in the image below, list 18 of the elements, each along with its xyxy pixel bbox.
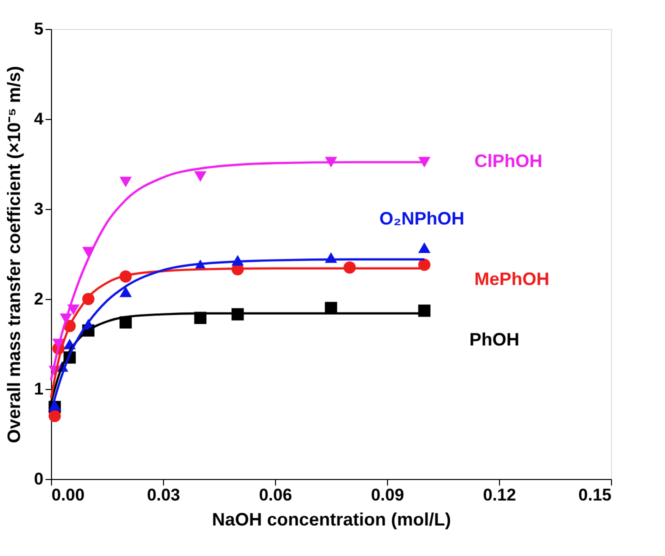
x-tick-label: 0.09 xyxy=(370,486,404,504)
text: MePhOH xyxy=(474,268,550,289)
text: PhOH xyxy=(469,330,520,350)
x-tick-label: 0.03 xyxy=(146,486,180,504)
text: ClPhOH xyxy=(474,151,542,172)
y-tick-label: 0 xyxy=(34,470,44,488)
y-tick-label: 4 xyxy=(34,110,44,128)
x-tick-label: 0.12 xyxy=(482,486,516,504)
x-tick-label: 0.00 xyxy=(52,486,85,504)
y-tick-label: 3 xyxy=(34,200,44,218)
x-tick-label: 0.06 xyxy=(258,486,292,504)
y-tick-label: 5 xyxy=(34,20,44,38)
x-axis-title: NaOH concentration (mol/L) xyxy=(212,510,452,530)
y-tick-label: 1 xyxy=(34,380,44,398)
series-label: O₂NPhOH xyxy=(379,208,464,229)
y-tick-label: 2 xyxy=(34,290,44,308)
x-tick-label: 0.15 xyxy=(578,486,612,504)
y-axis-title: Overall mass transfer coefficient (×10⁻⁵ m/s) xyxy=(4,66,24,444)
